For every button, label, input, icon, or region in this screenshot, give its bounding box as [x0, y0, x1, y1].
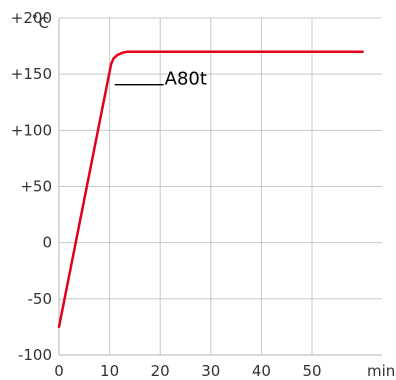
y-tick-label: -100 — [18, 346, 52, 364]
x-tick-label: 30 — [201, 362, 220, 380]
series-label: A80t — [165, 69, 207, 90]
x-axis-unit-label: min — [367, 362, 395, 380]
x-tick-label: 20 — [151, 362, 170, 380]
x-tick-label: 50 — [302, 362, 321, 380]
y-tick-label: 0 — [42, 234, 52, 252]
y-tick-label: +100 — [11, 121, 52, 139]
series-layer: A80t — [57, 50, 364, 329]
series-line-0 — [57, 50, 364, 329]
axes — [58, 18, 382, 356]
x-tick-label: 10 — [100, 362, 119, 380]
x-tick-label: 0 — [54, 362, 64, 380]
y-tick-label: +50 — [20, 178, 52, 196]
x-tick-label: 40 — [252, 362, 271, 380]
y-axis-unit-label: ˚C — [31, 14, 49, 32]
y-tick-labels: -100 -50 0 +50 +100 +150 +200 — [11, 9, 52, 364]
x-tick-labels: 0 10 20 30 40 50 — [54, 362, 321, 380]
y-tick-label: +150 — [11, 65, 52, 83]
y-tick-label: -50 — [28, 290, 53, 308]
grid — [59, 17, 382, 355]
y-tick-label: +200 — [11, 9, 52, 27]
